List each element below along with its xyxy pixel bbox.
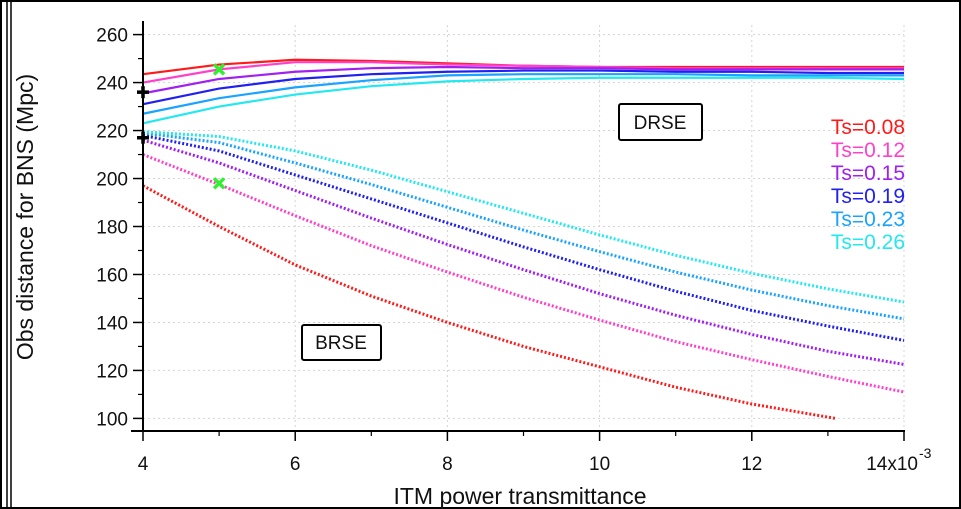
y-tick-label: 200 xyxy=(96,170,128,191)
drse-series-line-ts-0-19 xyxy=(142,69,904,106)
brse-series-line-ts-0-26 xyxy=(142,130,905,304)
legend-label-ts-0-12: Ts=0.12 xyxy=(831,139,905,162)
x-tick-label: 8 xyxy=(442,454,453,475)
brse-series-line-ts-0-08 xyxy=(142,184,836,420)
drse-annotation: DRSE xyxy=(618,103,703,141)
y-tick-label: 240 xyxy=(96,74,128,95)
x-marker xyxy=(212,177,226,190)
legend-label-ts-0-08: Ts=0.08 xyxy=(831,116,905,139)
y-axis-title: Obs distance for BNS (Mpc) xyxy=(12,74,38,360)
brse-series-line-ts-0-12 xyxy=(142,153,905,394)
labels: 100 120 140 160 180 200 220 240 260 4 6 8 10 12 14x10-… xyxy=(96,26,931,475)
brse-annotation: BRSE xyxy=(301,324,382,361)
drse-series-line-ts-0-23 xyxy=(142,73,904,115)
legend-label-ts-0-15: Ts=0.15 xyxy=(831,162,905,185)
x-tick-label: 14x10 xyxy=(866,454,918,475)
axes xyxy=(131,21,905,441)
x-exponent-label: -3 xyxy=(919,445,932,461)
y-tick-label: 140 xyxy=(96,313,128,334)
y-tick-label: 260 xyxy=(96,26,128,47)
brse-series-line-ts-0-19 xyxy=(142,133,905,342)
brse-box xyxy=(301,324,382,361)
y-tick-label: 180 xyxy=(96,218,128,239)
drse-series-line-ts-0-15 xyxy=(142,65,904,95)
y-tick-label: 220 xyxy=(96,122,128,143)
y-tick-label: 160 xyxy=(96,265,128,286)
y-tick-label: 100 xyxy=(96,409,128,430)
drse-series-line-ts-0-12 xyxy=(142,61,904,84)
x-marker xyxy=(212,63,226,76)
legend-label-ts-0-23: Ts=0.23 xyxy=(831,208,905,231)
brse-series-line-ts-0-23 xyxy=(142,131,905,321)
drse-box xyxy=(618,103,703,141)
brse-series-line-ts-0-15 xyxy=(142,138,905,366)
x-axis-title: ITM power transmittance xyxy=(393,483,646,509)
x-tick-label: 12 xyxy=(741,454,762,475)
series-group xyxy=(142,58,905,420)
legend-label-ts-0-26: Ts=0.26 xyxy=(831,231,905,254)
legend-label-ts-0-19: Ts=0.19 xyxy=(831,185,905,208)
x-tick-label: 10 xyxy=(589,454,610,475)
x-tick-label: 4 xyxy=(138,454,149,475)
grid xyxy=(142,25,905,428)
x-tick-label: 6 xyxy=(290,454,301,475)
drse-label: DRSE xyxy=(634,113,687,134)
drse-series-line-ts-0-26 xyxy=(142,76,905,125)
brse-label: BRSE xyxy=(315,333,367,354)
y-tick-label: 120 xyxy=(96,361,128,382)
